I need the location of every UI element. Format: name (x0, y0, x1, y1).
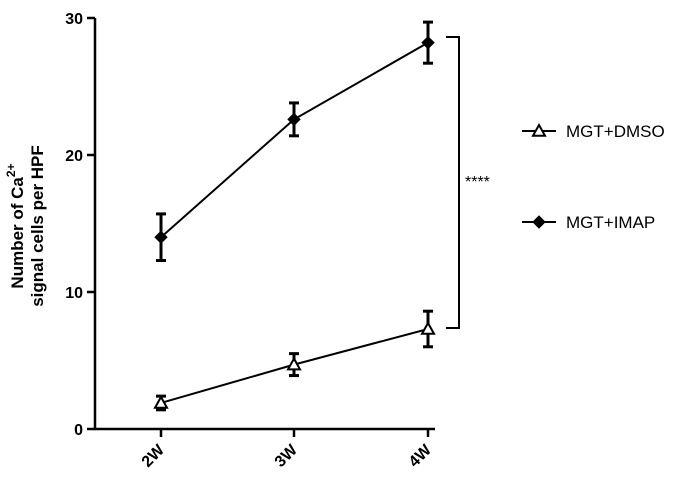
series-line (160, 41, 429, 238)
data-point (420, 320, 436, 335)
y-tick-label: 0 (74, 422, 83, 439)
axes (93, 18, 435, 431)
legend: MGT+DMSO MGT+IMAP (522, 122, 665, 232)
y-tick-label: 30 (65, 11, 83, 28)
significance-bracket: **** (446, 36, 490, 329)
data-point (421, 35, 435, 50)
legend-marker (532, 215, 546, 229)
bracket-line (446, 36, 460, 329)
y-axis-label-superscript: 2+ (4, 163, 18, 177)
y-tick-label: 10 (65, 285, 83, 302)
legend-label: MGT+IMAP (566, 213, 655, 232)
x-tick-label: 3W (272, 441, 302, 471)
legend-label: MGT+DMSO (566, 122, 665, 141)
y-axis-label: Number of Ca2+ (4, 163, 27, 288)
data-point (287, 112, 301, 127)
y-tick-label: 20 (65, 148, 83, 165)
x-tick-label: 2W (139, 441, 169, 471)
legend-item: MGT+IMAP (522, 213, 655, 232)
data-point (153, 394, 169, 409)
legend-marker (531, 122, 547, 137)
legend-item: MGT+DMSO (522, 122, 665, 141)
x-tick-label: 4W (406, 441, 436, 471)
data-point (154, 230, 168, 244)
y-ticks: 0 10 20 30 (65, 11, 95, 439)
y-axis-label-line2: signal cells per HPF (28, 145, 47, 307)
series-1 (153, 309, 436, 412)
y-axis-label-prefix: Number of Ca (8, 177, 27, 289)
data-point (286, 356, 302, 371)
significance-label: **** (465, 174, 490, 191)
series-2 (154, 20, 435, 262)
x-ticks: 2W 3W 4W (139, 429, 436, 471)
series-layer (153, 20, 436, 412)
